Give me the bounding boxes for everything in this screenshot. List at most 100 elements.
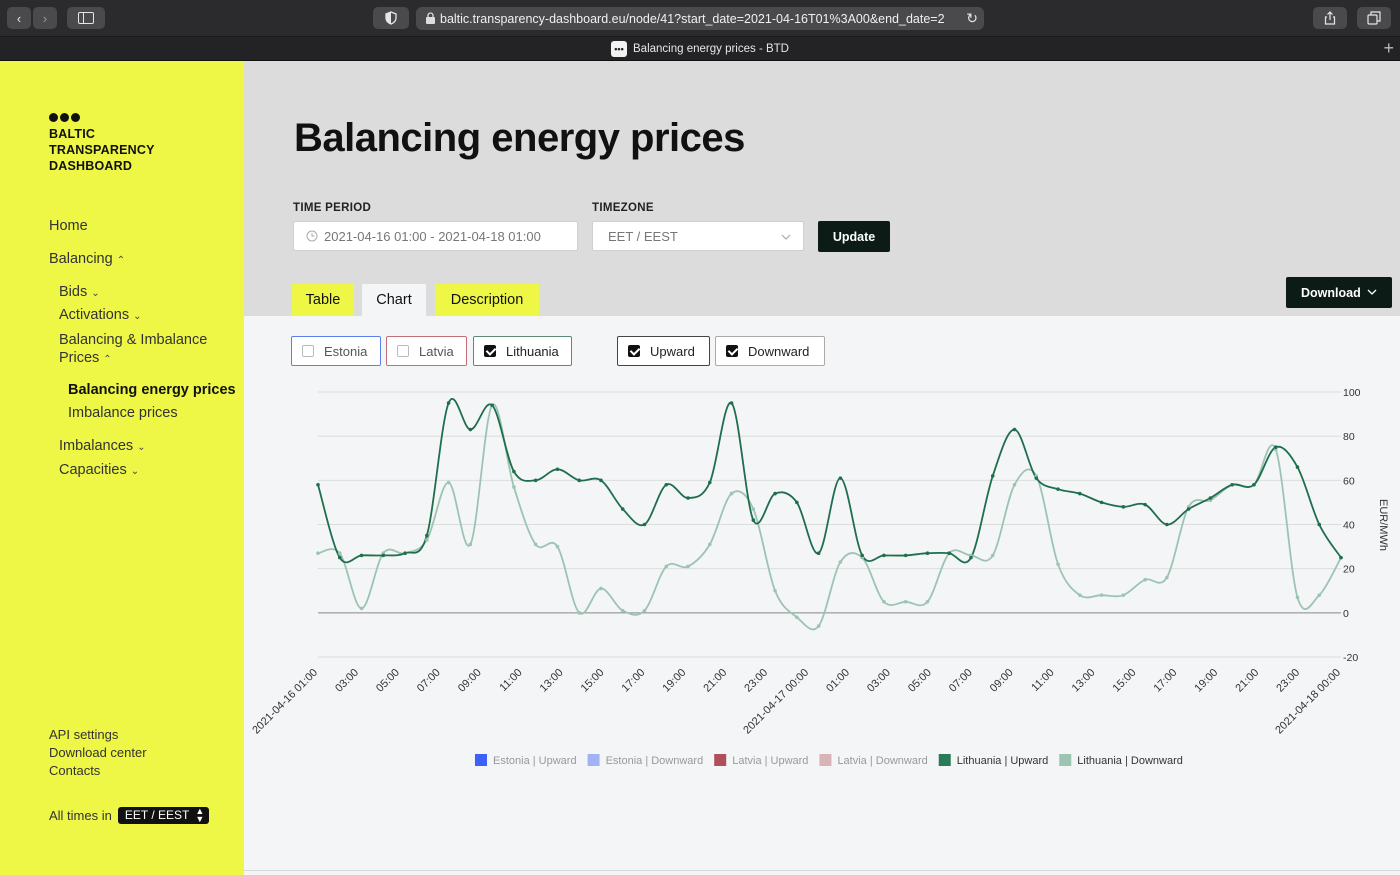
tab-description[interactable]: Description: [435, 284, 539, 316]
legend-entry[interactable]: Latvia | Downward: [837, 755, 927, 767]
chevron-up-icon: ⌃: [103, 354, 112, 365]
data-point: [1034, 476, 1039, 480]
y-tick-label: 80: [1343, 431, 1355, 443]
data-point: [903, 553, 908, 558]
chevron-down-icon: ⌄: [130, 466, 140, 477]
share-icon[interactable]: [1313, 7, 1347, 29]
sidebar-toggle-icon[interactable]: [67, 7, 105, 29]
content-divider: [244, 870, 1400, 871]
clock-icon: [306, 230, 318, 242]
data-point: [1078, 593, 1082, 597]
data-point: [838, 476, 843, 480]
data-point: [1295, 595, 1300, 600]
forward-icon[interactable]: ›: [33, 7, 57, 29]
legend-entry[interactable]: Lithuania | Downward: [1077, 755, 1183, 767]
data-point: [816, 551, 821, 556]
data-point: [468, 427, 473, 432]
browser-tab[interactable]: ••• Balancing energy prices - BTD: [0, 37, 1400, 61]
y-tick-label: 40: [1343, 520, 1355, 532]
filter-lithuania[interactable]: Lithuania: [473, 336, 572, 366]
data-point: [925, 599, 930, 604]
chevron-down-icon: [1367, 289, 1377, 295]
nav-activations[interactable]: Activations ⌄: [59, 307, 142, 323]
legend-entry[interactable]: Lithuania | Upward: [957, 755, 1049, 767]
data-point: [664, 482, 669, 487]
data-point: [795, 500, 799, 505]
nav-home[interactable]: Home: [49, 218, 88, 234]
filter-downward[interactable]: Downward: [715, 336, 825, 366]
x-tick-label: 17:00: [620, 667, 648, 695]
back-icon[interactable]: ‹: [7, 7, 31, 29]
tab-table[interactable]: Table: [292, 284, 354, 316]
legend-entry[interactable]: Estonia | Downward: [606, 755, 704, 767]
data-point: [729, 401, 734, 405]
y-tick-label: 20: [1343, 564, 1355, 576]
x-tick-label: 11:00: [497, 667, 524, 694]
contacts-link[interactable]: Contacts: [49, 763, 101, 778]
filter-upward[interactable]: Upward: [617, 336, 710, 366]
data-point: [446, 401, 451, 405]
tabs-overview-icon[interactable]: [1357, 7, 1391, 29]
data-point: [1121, 593, 1126, 597]
legend-swatch: [1059, 754, 1072, 766]
reload-icon[interactable]: ↻: [966, 10, 978, 26]
download-center-link[interactable]: Download center: [49, 745, 147, 760]
address-bar[interactable]: baltic.transparency-dashboard.eu/node/41…: [416, 7, 984, 30]
time-period-input[interactable]: 2021-04-16 01:00 - 2021-04-18 01:00: [293, 221, 578, 251]
timezone-dropdown[interactable]: EET / EEST: [592, 221, 804, 251]
nav-imbalance-prices[interactable]: Imbalance prices: [68, 405, 178, 421]
data-point: [642, 522, 647, 527]
data-point: [359, 553, 364, 558]
legend-entry[interactable]: Latvia | Upward: [732, 755, 808, 767]
data-point: [533, 478, 538, 483]
data-point: [838, 560, 843, 564]
url-text: baltic.transparency-dashboard.eu/node/41…: [440, 11, 945, 26]
nav-bids[interactable]: Bids ⌄: [59, 284, 100, 300]
nav-balancing[interactable]: Balancing ⌃: [49, 251, 126, 267]
update-button[interactable]: Update: [818, 221, 890, 252]
y-tick-label: 100: [1343, 387, 1361, 399]
time-period-label: TIME PERIOD: [293, 202, 372, 214]
nav-balancing-imbalance-prices[interactable]: Balancing & Imbalance Prices ⌃: [59, 332, 208, 366]
legend-swatch: [475, 754, 487, 766]
chevron-down-icon: ⌄: [91, 288, 100, 299]
timezone-select[interactable]: EET / EEST ▲ ▼: [117, 806, 210, 824]
legend-entry[interactable]: Estonia | Upward: [493, 755, 577, 767]
nav-capacities[interactable]: Capacities ⌄: [59, 462, 140, 478]
data-point: [620, 608, 625, 613]
data-point: [816, 624, 821, 628]
data-point: [1012, 427, 1017, 432]
filter-estonia[interactable]: Estonia: [291, 336, 381, 366]
data-point: [381, 553, 386, 558]
tab-chart[interactable]: Chart: [362, 284, 426, 316]
legend-swatch: [819, 754, 832, 766]
data-point: [1317, 522, 1322, 527]
data-point: [359, 606, 364, 611]
nav-balancing-energy-prices[interactable]: Balancing energy prices: [68, 382, 236, 398]
data-point: [577, 611, 581, 615]
logo[interactable]: BALTIC TRANSPARENCY DASHBOARD: [49, 127, 155, 173]
lock-icon: [426, 12, 435, 24]
data-point: [425, 538, 429, 542]
x-tick-label: 05:00: [906, 667, 934, 695]
data-point: [1317, 593, 1322, 597]
new-tab-icon[interactable]: +: [1383, 38, 1394, 58]
x-tick-label: 15:00: [1111, 667, 1139, 695]
logo-dots-icon[interactable]: [49, 113, 80, 122]
data-point: [425, 533, 429, 538]
x-tick-label: 2021-04-16 01:00: [250, 667, 320, 737]
data-point: [599, 478, 603, 483]
chevron-down-icon: ⌄: [137, 442, 146, 453]
nav-imbalances[interactable]: Imbalances ⌄: [59, 438, 146, 454]
filter-latvia[interactable]: Latvia: [386, 336, 467, 366]
data-point: [686, 496, 690, 500]
price-line-chart: -20 0 20 40 60 80 100 2021-04-16 01:00 03:00 05:…: [250, 387, 1389, 767]
data-point: [1099, 593, 1104, 597]
download-button[interactable]: Download: [1286, 277, 1392, 308]
data-point: [990, 474, 995, 478]
api-settings-link[interactable]: API settings: [49, 727, 119, 742]
shield-icon[interactable]: [373, 7, 409, 29]
updown-arrow-icon: ▲ ▼: [195, 806, 205, 824]
x-tick-label: 05:00: [374, 667, 402, 695]
data-point: [533, 542, 538, 547]
